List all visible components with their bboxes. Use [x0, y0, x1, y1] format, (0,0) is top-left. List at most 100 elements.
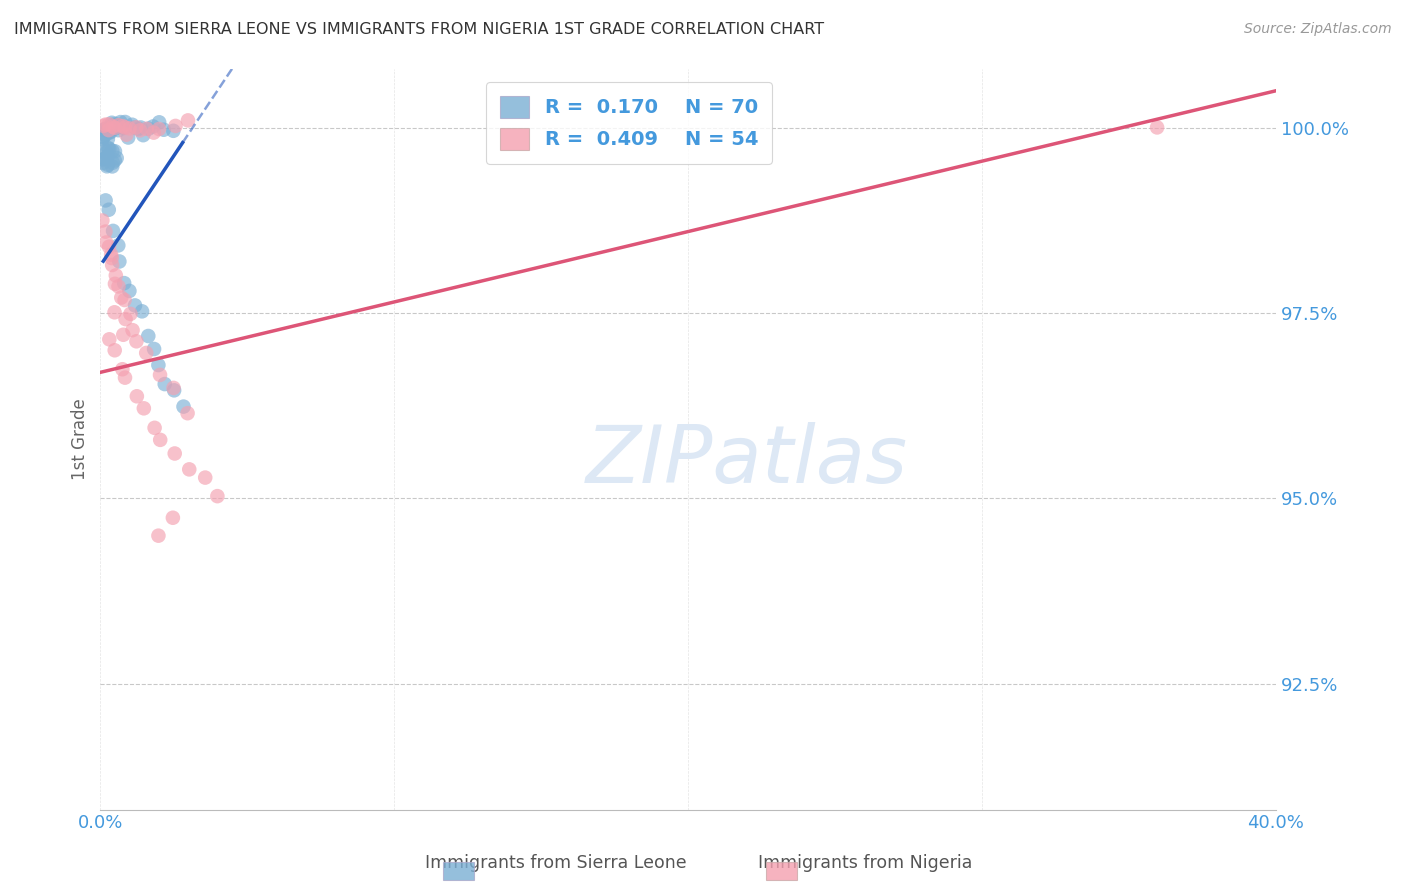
Point: [148, 115, 170, 129]
Point: [111, 119, 134, 133]
Point: [149, 368, 172, 382]
Point: [104, 153, 127, 168]
Point: [100, 247, 122, 261]
Point: [152, 122, 174, 136]
Point: [97, 123, 120, 137]
Point: [93, 130, 115, 145]
Point: [125, 389, 148, 403]
Point: [114, 312, 136, 326]
Point: [135, 346, 157, 360]
Point: [97, 158, 120, 172]
Point: [163, 446, 186, 460]
Point: [112, 327, 135, 342]
Point: [148, 358, 170, 372]
Point: [96, 145, 118, 160]
Point: [131, 304, 153, 318]
Point: [124, 298, 146, 312]
Point: [118, 284, 141, 298]
Point: [101, 116, 124, 130]
Point: [142, 120, 165, 134]
Text: ZIPatlas: ZIPatlas: [586, 422, 908, 500]
Point: [125, 120, 148, 135]
Point: [114, 115, 136, 129]
Point: [93, 122, 115, 136]
Point: [121, 118, 143, 132]
Point: [94, 225, 117, 239]
Point: [111, 362, 134, 376]
Point: [91, 156, 114, 170]
Point: [94, 152, 117, 166]
Point: [120, 307, 142, 321]
Point: [105, 151, 128, 165]
Point: [97, 141, 120, 155]
Point: [104, 277, 127, 291]
Point: [94, 194, 117, 208]
Text: Immigrants from Sierra Leone: Immigrants from Sierra Leone: [425, 855, 686, 872]
Point: [112, 276, 135, 290]
Point: [101, 160, 124, 174]
Legend: R =  0.170    N = 70, R =  0.409    N = 54: R = 0.170 N = 70, R = 0.409 N = 54: [486, 82, 772, 164]
Point: [162, 381, 184, 395]
Point: [118, 121, 141, 136]
Point: [114, 293, 136, 307]
Point: [163, 384, 186, 398]
Point: [117, 130, 139, 145]
Point: [162, 124, 184, 138]
Point: [98, 125, 121, 139]
Point: [97, 117, 120, 131]
Point: [114, 120, 136, 135]
Point: [177, 113, 200, 128]
Point: [124, 120, 146, 135]
Point: [143, 421, 166, 435]
Point: [129, 120, 152, 135]
Point: [112, 120, 135, 135]
Point: [148, 122, 170, 136]
Point: [105, 121, 128, 136]
Point: [101, 120, 124, 134]
Point: [148, 529, 170, 543]
Point: [176, 406, 198, 420]
Point: [143, 342, 166, 356]
Point: [132, 128, 155, 143]
Point: [93, 142, 115, 156]
Point: [1146, 120, 1168, 135]
Point: [94, 121, 117, 136]
Point: [149, 433, 172, 447]
Text: IMMIGRANTS FROM SIERRA LEONE VS IMMIGRANTS FROM NIGERIA 1ST GRADE CORRELATION CH: IMMIGRANTS FROM SIERRA LEONE VS IMMIGRAN…: [14, 22, 824, 37]
Point: [132, 401, 155, 416]
Point: [91, 132, 114, 146]
Point: [110, 291, 132, 305]
Point: [104, 268, 127, 283]
Point: [128, 122, 150, 136]
Point: [101, 155, 124, 169]
Point: [207, 489, 229, 503]
Point: [179, 462, 201, 476]
Point: [103, 305, 125, 319]
Point: [153, 377, 176, 392]
Point: [94, 128, 117, 142]
Point: [94, 118, 117, 132]
Point: [101, 258, 124, 272]
Point: [107, 279, 129, 293]
Point: [104, 343, 127, 358]
Point: [173, 400, 195, 414]
Point: [101, 224, 124, 238]
Point: [98, 332, 121, 346]
Point: [108, 254, 131, 268]
Point: [101, 118, 124, 132]
Point: [98, 142, 121, 156]
Point: [100, 251, 122, 265]
Point: [97, 202, 120, 217]
Point: [97, 132, 120, 146]
Point: [107, 123, 129, 137]
Point: [96, 159, 118, 173]
Point: [121, 323, 143, 337]
Y-axis label: 1st Grade: 1st Grade: [72, 398, 89, 480]
Point: [138, 121, 160, 136]
Point: [114, 370, 136, 384]
Point: [96, 149, 118, 163]
Point: [136, 329, 159, 343]
Point: [107, 238, 129, 252]
Point: [115, 128, 138, 142]
Point: [100, 125, 122, 139]
